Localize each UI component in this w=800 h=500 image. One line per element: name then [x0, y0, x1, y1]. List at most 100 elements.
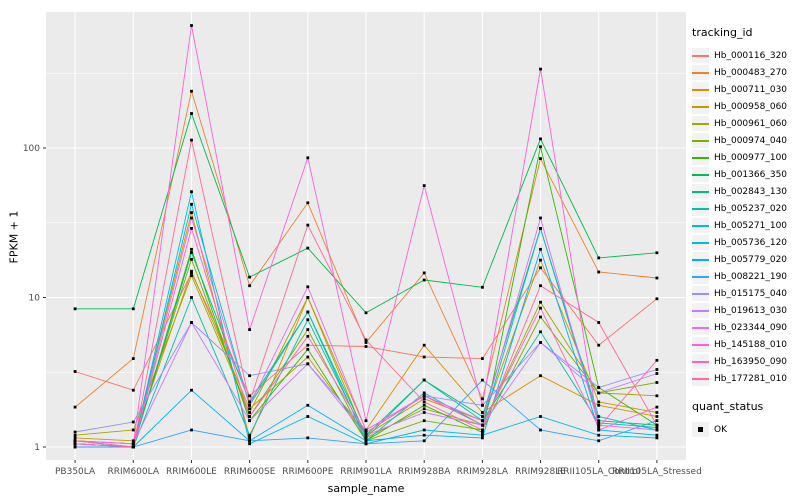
data-point [597, 426, 601, 429]
data-point [481, 357, 484, 360]
y-axis-title: FPKM + 1 [7, 210, 21, 264]
data-point [190, 227, 193, 230]
data-point [306, 296, 310, 299]
data-point [655, 433, 659, 437]
data-point [306, 355, 310, 359]
data-point [655, 381, 659, 384]
data-point [539, 137, 542, 141]
data-point [131, 307, 135, 311]
data-point [248, 400, 251, 404]
data-point [597, 400, 601, 404]
data-point [597, 321, 601, 324]
data-point [73, 445, 77, 449]
legend-key-swatch [692, 303, 709, 318]
data-point [248, 433, 251, 437]
data-point [306, 403, 310, 407]
legend-line-icon [692, 139, 709, 142]
data-point [364, 436, 368, 440]
y-tick-label: 10 [29, 294, 41, 304]
legend-item-Hb_008221_190: Hb_008221_190 [692, 268, 798, 285]
x-tick-label: RRIM928LA [457, 467, 509, 477]
legend-key-swatch [692, 320, 709, 335]
legend-item-label: Hb_163950_090 [714, 356, 788, 367]
legend-square-point-icon [698, 427, 703, 432]
data-point [655, 415, 659, 418]
legend-item-Hb_000974_040: Hb_000974_040 [692, 132, 798, 149]
legend-line-icon [692, 88, 709, 91]
data-point [655, 297, 659, 301]
data-point [422, 355, 426, 359]
data-point [73, 405, 77, 409]
legend-quant-status: quant_status OK [692, 400, 798, 438]
legend-line-icon [692, 241, 709, 244]
legend-item-Hb_163950_090: Hb_163950_090 [692, 353, 798, 370]
data-point [655, 358, 659, 362]
data-point [364, 431, 368, 434]
data-point [248, 415, 251, 418]
data-point [655, 372, 659, 375]
legend-item-Hb_002843_130: Hb_002843_130 [692, 183, 798, 200]
legend-item-Hb_000977_100: Hb_000977_100 [692, 149, 798, 166]
data-point [422, 271, 426, 275]
data-point [248, 275, 251, 279]
data-point [539, 315, 542, 319]
data-point [539, 258, 542, 262]
data-point [190, 138, 193, 142]
data-point [190, 274, 193, 278]
data-point [306, 201, 310, 205]
data-point [73, 370, 77, 373]
legend-key-swatch [692, 371, 709, 386]
legend-item-Hb_005271_100: Hb_005271_100 [692, 217, 798, 234]
data-point [364, 345, 368, 348]
legend-item-label: Hb_019613_030 [714, 305, 788, 316]
data-point [539, 227, 542, 230]
legend-item-Hb_177281_010: Hb_177281_010 [692, 370, 798, 387]
data-point [364, 338, 368, 342]
data-point [248, 436, 251, 440]
legend-item-Hb_005736_120: Hb_005736_120 [692, 234, 798, 251]
data-point [306, 223, 310, 227]
data-point [131, 428, 135, 432]
legend-item-label: Hb_000958_060 [714, 101, 788, 112]
data-point [131, 357, 135, 360]
legend-item-label: Hb_001366_350 [714, 169, 788, 180]
legend-key-swatch [692, 252, 709, 267]
data-point [190, 89, 193, 93]
data-point [190, 211, 193, 214]
data-point [597, 419, 601, 423]
data-point [655, 428, 659, 432]
legend-item-label: Hb_005237_020 [714, 203, 788, 214]
data-point [481, 423, 484, 427]
data-point [190, 247, 193, 251]
legend-item-label: Hb_177281_010 [714, 373, 788, 384]
legend-item-label: Hb_000483_270 [714, 67, 788, 78]
legend-line-icon [692, 122, 709, 125]
legend-key-swatch [692, 116, 709, 131]
legend-item-quant-OK: OK [692, 421, 798, 438]
y-tick-label: 1 [34, 443, 40, 453]
legend-line-icon [692, 156, 709, 159]
data-point [73, 433, 77, 437]
data-point [539, 428, 542, 432]
legend-line-icon [692, 190, 709, 193]
data-point [73, 436, 77, 440]
data-point [248, 411, 251, 414]
data-point [481, 433, 484, 437]
data-point [539, 266, 542, 270]
legend-title: tracking_id [692, 26, 753, 39]
legend-item-Hb_000711_030: Hb_000711_030 [692, 81, 798, 98]
data-point [422, 278, 426, 282]
data-point [73, 442, 77, 446]
data-point [131, 420, 135, 424]
data-point [655, 276, 659, 280]
data-point [73, 439, 77, 443]
data-point [481, 285, 484, 289]
data-point [422, 428, 426, 432]
legend-line-icon [692, 258, 709, 261]
data-point [655, 368, 659, 371]
data-point [248, 328, 251, 331]
legend-key-swatch [692, 133, 709, 148]
data-point [597, 421, 601, 425]
